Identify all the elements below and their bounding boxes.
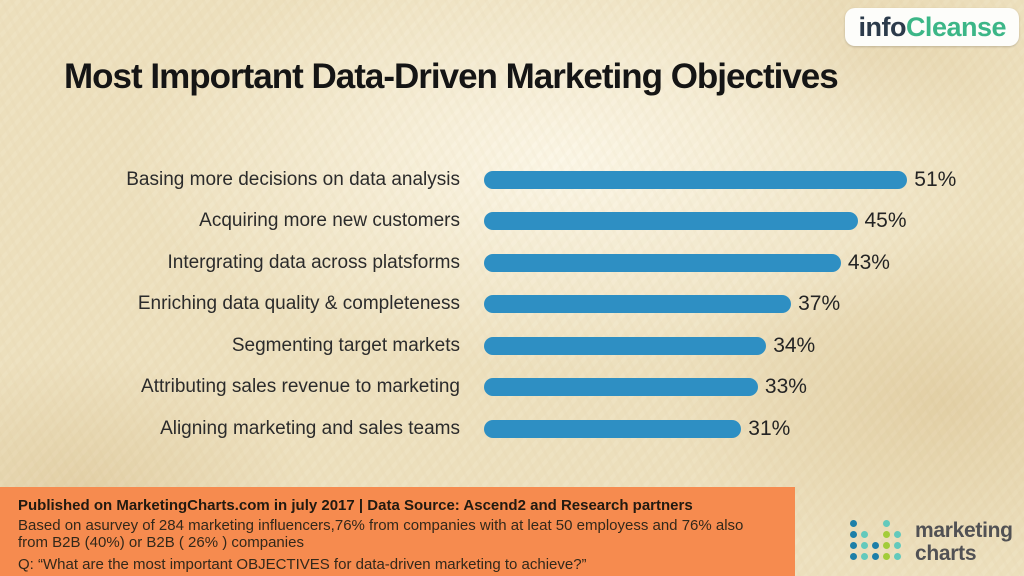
- bar-value-label: 31%: [748, 416, 791, 440]
- bar-area: 37%: [484, 292, 840, 316]
- logo-dot: [894, 553, 901, 560]
- bar-category-label: Aligning marketing and sales teams: [160, 417, 460, 439]
- bar-value-label: 34%: [773, 333, 816, 357]
- logo-dot: [883, 531, 890, 538]
- logo-dot: [894, 542, 901, 549]
- logo-dot: [861, 542, 868, 549]
- footer-published-line: Published on MarketingCharts.com in july…: [18, 497, 693, 514]
- logo-dot-empty: [872, 520, 883, 531]
- logo-dot-empty: [894, 520, 905, 531]
- bar-area: 33%: [484, 375, 807, 399]
- footer-question-line: Q: “What are the most important OBJECTIV…: [18, 556, 587, 573]
- page-title: Most Important Data-Driven Marketing Obj…: [64, 57, 839, 96]
- logo-dot: [850, 520, 857, 527]
- logo-dot: [850, 531, 857, 538]
- marketingcharts-word-2: charts: [915, 542, 977, 565]
- logo-dot: [850, 542, 857, 549]
- bar: [484, 295, 792, 314]
- logo-dot: [883, 553, 890, 560]
- bar-area: 51%: [484, 168, 956, 192]
- logo-dot: [883, 520, 890, 527]
- bar: [484, 419, 742, 438]
- footer-note-line-2: from B2B (40%) or B2B ( 26% ) companies: [18, 534, 304, 551]
- marketingcharts-logo-text: marketing charts: [915, 519, 1013, 565]
- logo-dot: [894, 531, 901, 538]
- chart-row: Attributing sales revenue to marketing 33…: [0, 367, 1024, 409]
- logo-dot: [883, 542, 890, 549]
- bar-value-label: 43%: [847, 250, 890, 274]
- bar: [484, 378, 758, 397]
- bar-category-label: Enriching data quality & completeness: [137, 293, 460, 315]
- chart-row: Segmenting target markets 34%: [0, 325, 1024, 367]
- bar-category-label: Acquiring more new customers: [199, 210, 460, 232]
- infocleanse-logo-cleanse: Cleanse: [905, 11, 1007, 42]
- bar: [484, 253, 841, 272]
- infocleanse-logo: info Cleanse: [845, 8, 1019, 46]
- bar-value-label: 51%: [914, 167, 957, 191]
- logo-dot: [850, 553, 857, 560]
- logo-dot: [861, 553, 868, 560]
- logo-dot-empty: [872, 531, 883, 542]
- marketingcharts-dot-grid-icon: [850, 520, 905, 564]
- logo-dot-empty: [861, 520, 872, 531]
- bar: [484, 170, 908, 189]
- bar-value-label: 37%: [798, 292, 841, 316]
- bar-category-label: Attributing sales revenue to marketing: [141, 376, 460, 398]
- bar-category-label: Basing more decisions on data analysis: [126, 168, 460, 190]
- bar-category-label: Segmenting target markets: [231, 334, 460, 356]
- bar-chart: Basing more decisions on data analysis 51…: [0, 159, 1024, 450]
- bar-value-label: 33%: [764, 375, 807, 399]
- logo-dot: [872, 542, 879, 549]
- bar-area: 43%: [484, 251, 890, 275]
- marketingcharts-word-1: marketing: [915, 519, 1013, 542]
- infocleanse-logo-info: info: [858, 11, 906, 42]
- bar-category-label: Intergrating data across platsforms: [167, 251, 460, 273]
- bar-area: 34%: [484, 334, 815, 358]
- chart-row: Aligning marketing and sales teams 31%: [0, 408, 1024, 450]
- footer-note-line-1: Based on asurvey of 284 marketing influe…: [18, 517, 744, 534]
- chart-row: Basing more decisions on data analysis 51…: [0, 159, 1024, 201]
- bar-value-label: 45%: [864, 209, 907, 233]
- bar-area: 45%: [484, 209, 907, 233]
- marketingcharts-logo: marketing charts: [850, 519, 1013, 565]
- source-footer: Published on MarketingCharts.com in july…: [0, 487, 795, 576]
- logo-dot: [861, 531, 868, 538]
- bar-area: 31%: [484, 417, 790, 441]
- chart-row: Acquiring more new customers 45%: [0, 201, 1024, 243]
- bar: [484, 336, 767, 355]
- bar: [484, 212, 858, 231]
- chart-row: Enriching data quality & completeness 37%: [0, 284, 1024, 326]
- logo-dot: [872, 553, 879, 560]
- chart-row: Intergrating data across platsforms 43%: [0, 242, 1024, 284]
